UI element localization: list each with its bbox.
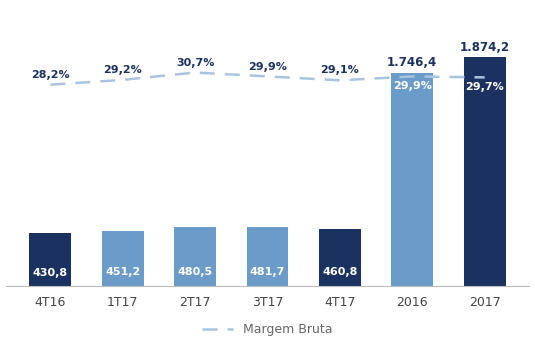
Bar	[247, 227, 288, 286]
Bar	[391, 73, 433, 286]
Text: 1.746,4: 1.746,4	[387, 56, 438, 69]
Text: 481,7: 481,7	[250, 267, 285, 277]
Text: 29,9%: 29,9%	[393, 81, 432, 91]
Text: 29,9%: 29,9%	[248, 61, 287, 72]
Text: 29,1%: 29,1%	[320, 66, 360, 75]
Bar	[464, 57, 506, 286]
Text: 30,7%: 30,7%	[176, 58, 215, 68]
Bar	[102, 230, 144, 286]
Text: 28,2%: 28,2%	[31, 70, 70, 80]
Text: 480,5: 480,5	[178, 267, 213, 277]
Bar	[29, 233, 71, 286]
Text: 29,2%: 29,2%	[103, 65, 142, 75]
Legend: Margem Bruta: Margem Bruta	[197, 318, 338, 341]
Bar	[319, 229, 361, 286]
Text: 430,8: 430,8	[33, 268, 68, 278]
Text: 460,8: 460,8	[322, 267, 357, 277]
Text: 1.874,2: 1.874,2	[460, 41, 510, 54]
Text: 29,7%: 29,7%	[465, 82, 504, 92]
Bar	[174, 227, 216, 286]
Text: 451,2: 451,2	[105, 267, 140, 277]
